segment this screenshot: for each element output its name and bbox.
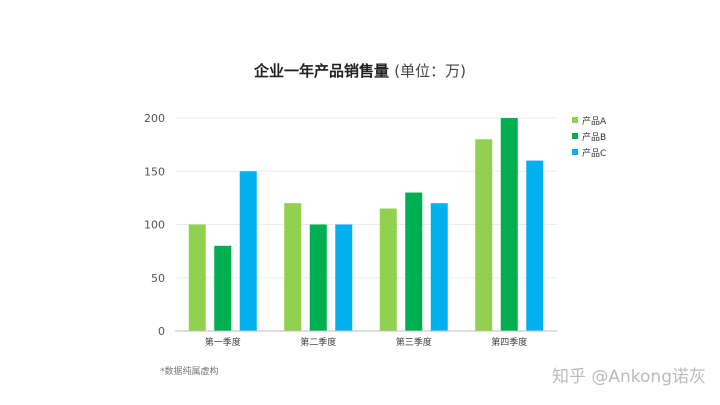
data-note: *数据纯属虚构: [160, 367, 219, 377]
legend-label: 产品C: [582, 148, 607, 159]
y-tick-label: 200: [144, 112, 165, 125]
chart-title: 企业一年产品销售量 (单位：万): [0, 60, 720, 81]
bar: [526, 160, 544, 331]
bar: [430, 203, 448, 331]
legend-label: 产品A: [582, 116, 607, 127]
bar: [188, 224, 206, 331]
legend: 产品A 产品B 产品C: [572, 112, 606, 160]
chart-title-unit: (单位：万): [394, 62, 466, 80]
y-axis-ticks: 0 50 100 150 200: [144, 112, 165, 338]
bar: [284, 203, 302, 331]
bars: [188, 118, 544, 331]
x-tick-label: 第四季度: [491, 336, 527, 348]
legend-item: 产品B: [572, 128, 606, 144]
chart-title-text: 企业一年产品销售量: [254, 62, 390, 80]
legend-swatch: [572, 117, 578, 123]
legend-label: 产品B: [582, 132, 607, 143]
gridlines: [175, 117, 557, 279]
legend-item: 产品A: [572, 112, 606, 128]
y-tick-label: 0: [158, 325, 165, 338]
watermark: 知乎 @Ankong诺灰: [551, 367, 706, 387]
bar: [335, 224, 353, 331]
y-tick-label: 50: [151, 272, 165, 285]
bar: [475, 139, 493, 331]
y-tick-label: 100: [144, 219, 165, 232]
legend-item: 产品C: [572, 144, 606, 160]
bar: [239, 171, 257, 331]
bar: [309, 224, 327, 331]
legend-swatch: [572, 149, 578, 155]
y-tick-label: 150: [144, 165, 165, 178]
legend-swatch: [572, 133, 578, 139]
bar: [500, 118, 518, 331]
x-tick-label: 第一季度: [205, 336, 241, 348]
x-tick-label: 第三季度: [396, 336, 432, 348]
bar: [405, 192, 423, 331]
bar: [214, 245, 232, 331]
x-axis-ticks: 第一季度 第二季度 第三季度 第四季度: [205, 336, 528, 348]
x-tick-label: 第二季度: [300, 336, 336, 348]
bar: [379, 208, 397, 331]
